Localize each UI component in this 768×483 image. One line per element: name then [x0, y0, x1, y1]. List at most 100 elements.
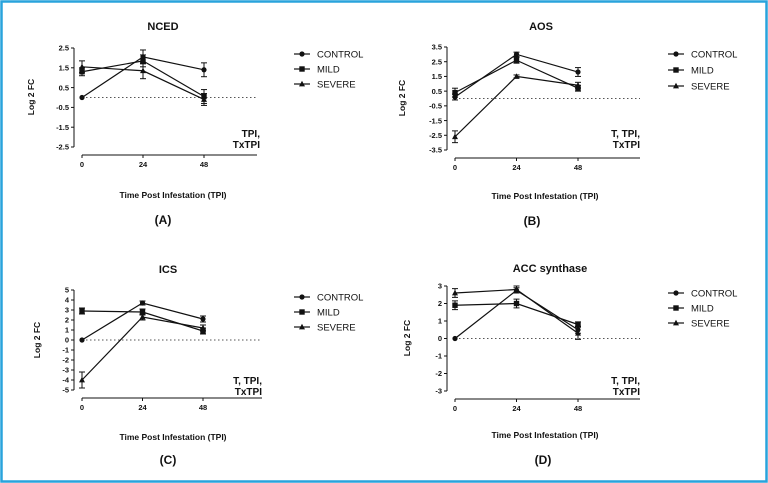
panel-label: (A): [155, 213, 172, 227]
data-point-mild: [79, 308, 85, 314]
data-point-mild: [513, 300, 520, 307]
data-point-severe: [452, 289, 458, 296]
y-tick-label: 4: [65, 296, 70, 305]
y-tick-label: -2.5: [56, 143, 69, 152]
stat-annotation: T, TPI,: [611, 376, 640, 387]
data-point-control: [200, 316, 206, 322]
y-tick-label: -0.5: [56, 103, 69, 112]
x-axis-label: Time Post Infestation (TPI): [119, 432, 226, 442]
legend-marker-mild: [299, 66, 305, 72]
data-point-mild: [139, 309, 146, 315]
legend-label-mild: MILD: [317, 308, 340, 319]
chart-panel-acc-synthase: ACC synthase 3 2 1 0 -1 -2 -3 0 24 48 Log 2 FC Time …: [402, 263, 737, 467]
legend-marker-severe: [299, 80, 305, 87]
legend-marker-control: [299, 294, 305, 300]
data-point-control: [575, 69, 581, 75]
data-point-severe: [200, 324, 206, 331]
x-tick-label: 24: [139, 160, 148, 169]
chart-title: ICS: [159, 264, 177, 276]
x-tick-label: 0: [453, 404, 457, 413]
y-tick-label: -3: [62, 366, 69, 375]
legend-label-severe: SEVERE: [317, 323, 356, 334]
chart-panel-aos: AOS 3.5 2.5 1.5 0.5 -0.5 -1.5 -2.5 -3.5 0 24 48 Log …: [397, 21, 737, 228]
y-tick-label: -3.5: [429, 146, 442, 155]
y-tick-label: -2: [435, 369, 442, 378]
x-axis-label: Time Post Infestation (TPI): [119, 190, 226, 200]
y-tick-label: 3: [438, 282, 442, 291]
panel-label: (B): [524, 214, 541, 228]
legend-marker-control: [673, 290, 679, 296]
legend-label-control: CONTROL: [691, 50, 737, 61]
y-tick-label: -1.5: [56, 123, 69, 132]
data-point-severe: [452, 133, 458, 140]
legend-marker-control: [673, 51, 679, 57]
legend-label-severe: SEVERE: [691, 319, 730, 330]
chart-panel-nced: NCED 2.5 1.5 0.5 -0.5 -1.5 -2.5 0 24 48 Log 2 FC Ti…: [26, 21, 363, 227]
data-point-severe: [79, 376, 85, 383]
data-point-mild: [140, 58, 146, 64]
legend-label-control: CONTROL: [317, 293, 363, 304]
y-tick-label: 2.5: [432, 57, 442, 66]
data-point-mild: [513, 57, 520, 63]
y-tick-label: 3.5: [432, 43, 442, 52]
legend-label-control: CONTROL: [691, 289, 737, 300]
y-tick-label: -2.5: [429, 131, 442, 140]
y-tick-label: 1.5: [59, 64, 69, 73]
data-point-control: [79, 94, 85, 101]
y-tick-label: -1.5: [429, 116, 442, 125]
stat-annotation: TxTPI: [235, 387, 262, 398]
legend-label-mild: MILD: [317, 65, 340, 76]
stat-annotation: TxTPI: [233, 140, 260, 151]
chart-title: ACC synthase: [513, 263, 588, 275]
y-tick-label: -1: [62, 346, 69, 355]
chart-title: AOS: [529, 21, 553, 33]
data-point-severe: [513, 73, 520, 79]
legend-marker-severe: [673, 82, 679, 89]
legend-marker-mild: [299, 309, 305, 315]
stat-annotation: TxTPI: [613, 387, 640, 398]
y-tick-label: -0.5: [429, 102, 442, 111]
data-point-control: [513, 51, 520, 57]
y-axis-label: Log 2 FC: [402, 320, 412, 356]
y-tick-label: 1.5: [432, 72, 442, 81]
x-tick-label: 0: [80, 160, 84, 169]
y-tick-label: 3: [65, 306, 69, 315]
data-point-mild: [452, 302, 458, 308]
x-tick-label: 24: [512, 163, 521, 172]
data-point-severe: [201, 96, 207, 102]
y-tick-label: 0: [65, 336, 69, 345]
data-point-severe: [575, 82, 581, 88]
y-tick-label: -2: [62, 356, 69, 365]
legend-label-mild: MILD: [691, 66, 714, 77]
y-tick-label: 5: [65, 286, 69, 295]
legend-marker-mild: [673, 305, 679, 311]
y-tick-label: -3: [435, 387, 442, 396]
legend-label-severe: SEVERE: [691, 82, 730, 93]
data-point-control: [201, 67, 207, 73]
y-tick-label: 1: [438, 317, 442, 326]
data-point-severe: [79, 63, 85, 70]
x-tick-label: 0: [453, 163, 457, 172]
legend-label-severe: SEVERE: [317, 80, 356, 91]
data-point-severe: [140, 67, 146, 74]
chart-title: NCED: [147, 21, 178, 33]
x-tick-label: 48: [574, 404, 582, 413]
y-tick-label: -1: [435, 352, 442, 361]
data-point-control: [79, 337, 85, 343]
y-axis-label: Log 2 FC: [26, 79, 36, 115]
y-tick-label: 2: [65, 316, 69, 325]
y-tick-label: -5: [62, 386, 69, 395]
stat-annotation: TPI,: [242, 129, 261, 140]
x-tick-label: 24: [512, 404, 521, 413]
data-point-severe: [575, 330, 581, 336]
y-axis-label: Log 2 FC: [32, 322, 42, 358]
legend-marker-severe: [673, 319, 679, 326]
y-tick-label: 1: [65, 326, 69, 335]
stat-annotation: T, TPI,: [233, 376, 262, 387]
y-axis-label: Log 2 FC: [397, 80, 407, 116]
y-tick-label: -4: [62, 376, 69, 385]
data-point-control: [452, 335, 458, 342]
legend-label-mild: MILD: [691, 304, 714, 315]
